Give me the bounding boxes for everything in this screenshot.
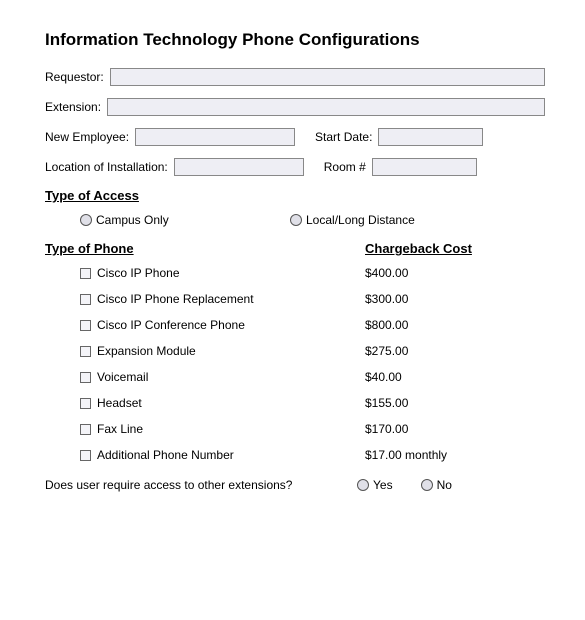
phone-row: Additional Phone Number $17.00 monthly (45, 448, 545, 462)
phone-item-cost: $275.00 (365, 344, 408, 358)
radio-icon (290, 214, 302, 226)
access-option-local[interactable]: Local/Long Distance (290, 213, 500, 227)
access-option-label: Campus Only (96, 213, 169, 227)
question-row: Does user require access to other extens… (45, 478, 545, 492)
phone-item-label: Headset (97, 396, 142, 410)
phone-item[interactable]: Expansion Module (80, 344, 365, 358)
new-employee-label: New Employee: (45, 130, 129, 144)
question-text: Does user require access to other extens… (45, 478, 357, 492)
room-input[interactable] (372, 158, 477, 176)
location-label: Location of Installation: (45, 160, 168, 174)
page-title: Information Technology Phone Configurati… (45, 30, 545, 50)
answer-yes[interactable]: Yes (357, 478, 393, 492)
phone-item-label: Expansion Module (97, 344, 196, 358)
phone-header: Type of Phone Chargeback Cost (45, 241, 545, 256)
phone-item-label: Fax Line (97, 422, 143, 436)
location-input[interactable] (174, 158, 304, 176)
phone-row: Cisco IP Phone Replacement $300.00 (45, 292, 545, 306)
radio-icon (357, 479, 369, 491)
checkbox-icon (80, 372, 91, 383)
phone-item[interactable]: Cisco IP Conference Phone (80, 318, 365, 332)
phone-item-cost: $155.00 (365, 396, 408, 410)
requestor-row: Requestor: (45, 68, 545, 86)
access-option-label: Local/Long Distance (306, 213, 415, 227)
phone-item[interactable]: Cisco IP Phone (80, 266, 365, 280)
phone-row: Cisco IP Phone $400.00 (45, 266, 545, 280)
employee-date-row: New Employee: Start Date: (45, 128, 545, 146)
access-heading: Type of Access (45, 188, 545, 203)
access-option-campus[interactable]: Campus Only (80, 213, 290, 227)
checkbox-icon (80, 268, 91, 279)
phone-item-label: Cisco IP Phone Replacement (97, 292, 254, 306)
phone-list: Cisco IP Phone $400.00 Cisco IP Phone Repl… (45, 266, 545, 462)
phone-item-cost: $40.00 (365, 370, 402, 384)
checkbox-icon (80, 346, 91, 357)
requestor-input[interactable] (110, 68, 545, 86)
requestor-label: Requestor: (45, 70, 104, 84)
start-date-input[interactable] (378, 128, 483, 146)
phone-item-label: Additional Phone Number (97, 448, 234, 462)
phone-row: Fax Line $170.00 (45, 422, 545, 436)
location-room-row: Location of Installation: Room # (45, 158, 545, 176)
start-date-label: Start Date: (315, 130, 372, 144)
phone-item-label: Cisco IP Phone (97, 266, 180, 280)
phone-item-cost: $800.00 (365, 318, 408, 332)
phone-item[interactable]: Additional Phone Number (80, 448, 365, 462)
extension-label: Extension: (45, 100, 101, 114)
answer-label: Yes (373, 478, 393, 492)
answer-label: No (437, 478, 452, 492)
radio-icon (80, 214, 92, 226)
extension-row: Extension: (45, 98, 545, 116)
radio-icon (421, 479, 433, 491)
phone-item-cost: $400.00 (365, 266, 408, 280)
checkbox-icon (80, 398, 91, 409)
new-employee-input[interactable] (135, 128, 295, 146)
phone-item[interactable]: Fax Line (80, 422, 365, 436)
phone-row: Headset $155.00 (45, 396, 545, 410)
phone-heading: Type of Phone (45, 241, 365, 256)
phone-item-label: Voicemail (97, 370, 148, 384)
checkbox-icon (80, 450, 91, 461)
phone-item[interactable]: Headset (80, 396, 365, 410)
phone-item-cost: $300.00 (365, 292, 408, 306)
extension-input[interactable] (107, 98, 545, 116)
cost-heading: Chargeback Cost (365, 241, 472, 256)
answer-no[interactable]: No (421, 478, 452, 492)
phone-row: Cisco IP Conference Phone $800.00 (45, 318, 545, 332)
phone-row: Voicemail $40.00 (45, 370, 545, 384)
phone-row: Expansion Module $275.00 (45, 344, 545, 358)
checkbox-icon (80, 320, 91, 331)
phone-item-cost: $170.00 (365, 422, 408, 436)
room-label: Room # (324, 160, 366, 174)
checkbox-icon (80, 424, 91, 435)
checkbox-icon (80, 294, 91, 305)
phone-item[interactable]: Cisco IP Phone Replacement (80, 292, 365, 306)
access-options: Campus Only Local/Long Distance (45, 213, 545, 227)
phone-item[interactable]: Voicemail (80, 370, 365, 384)
phone-item-cost: $17.00 monthly (365, 448, 447, 462)
phone-item-label: Cisco IP Conference Phone (97, 318, 245, 332)
